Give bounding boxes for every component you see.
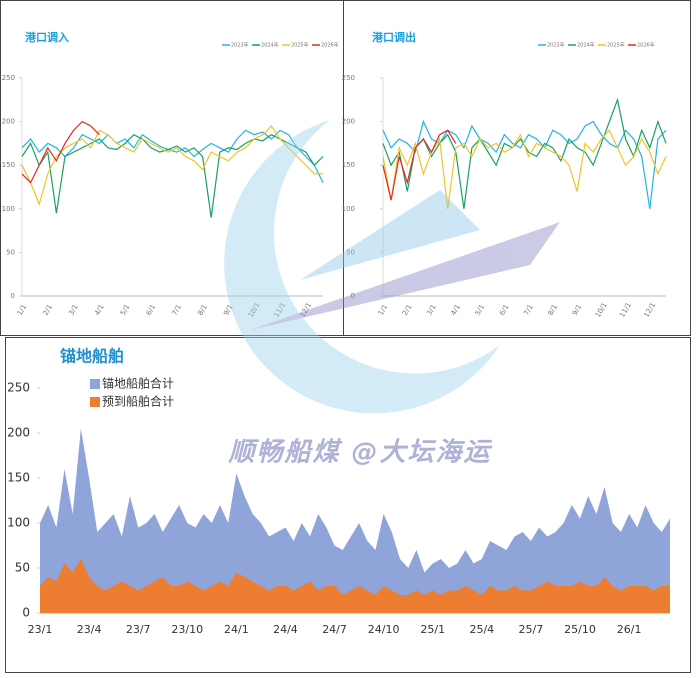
series-line xyxy=(382,129,457,201)
x-tick-label: 24/10 xyxy=(368,623,400,636)
y-tick-label: 150 xyxy=(342,161,355,169)
x-tick-label: 10/1 xyxy=(594,301,609,319)
y-tick-label: 150 xyxy=(2,161,15,169)
legend-label: 2025年 xyxy=(291,42,309,49)
panel-frame xyxy=(343,0,691,336)
series-line xyxy=(382,129,667,209)
series-line xyxy=(21,120,100,184)
y-tick-label: 100 xyxy=(7,516,30,530)
x-tick-label: 9/1 xyxy=(571,303,584,317)
x-tick-label: 23/4 xyxy=(77,623,102,636)
x-tick-label: 3/1 xyxy=(67,303,80,317)
watermark-logo xyxy=(224,120,560,414)
x-tick-label: 26/1 xyxy=(617,623,642,636)
x-tick-label: 7/1 xyxy=(522,303,535,317)
x-tick-label: 2/1 xyxy=(42,303,55,317)
y-tick-label: 100 xyxy=(2,205,15,213)
chart-title: 港口调出 xyxy=(372,30,416,44)
y-tick-label: 250 xyxy=(342,74,355,82)
y-tick-label: 0 xyxy=(351,292,355,300)
y-tick-label: 0 xyxy=(11,292,15,300)
x-tick-label: 3/1 xyxy=(425,303,438,317)
x-tick-label: 6/1 xyxy=(498,303,511,317)
y-tick-label: 250 xyxy=(7,381,30,395)
legend-label: 2024年 xyxy=(577,42,595,49)
series-line xyxy=(382,119,667,209)
chart-title: 锚地船舶 xyxy=(60,347,124,366)
x-tick-label: 24/4 xyxy=(273,623,298,636)
series-line xyxy=(382,97,667,209)
x-tick-label: 8/1 xyxy=(547,303,560,317)
x-tick-label: 23/7 xyxy=(126,623,151,636)
chart-title: 港口调入 xyxy=(25,30,69,44)
series-line xyxy=(21,133,324,218)
series-line xyxy=(21,125,323,207)
x-tick-label: 1/1 xyxy=(377,303,390,317)
x-tick-label: 24/1 xyxy=(224,623,249,636)
x-tick-label: 12/1 xyxy=(642,301,657,319)
panel-frame xyxy=(0,0,344,336)
charts: 港口调入 0 50 100 150 200 250 1/1 2/1 3/1 4/1 5/1 6/1 7/1… xyxy=(2,30,670,636)
legend-swatch xyxy=(90,397,100,407)
x-tick-label: 11/1 xyxy=(618,301,633,319)
series-line xyxy=(21,129,324,183)
x-tick-label: 4/1 xyxy=(449,303,462,317)
x-tick-label: 24/7 xyxy=(322,623,347,636)
y-tick-label: 150 xyxy=(7,471,30,485)
legend-swatch xyxy=(90,379,100,389)
x-tick-label: 8/1 xyxy=(196,303,209,317)
x-tick-label: 23/1 xyxy=(28,623,53,636)
x-tick-label: 25/10 xyxy=(564,623,596,636)
x-tick-label: 2/1 xyxy=(401,303,414,317)
series-area xyxy=(40,428,670,613)
x-tick-label: 5/1 xyxy=(119,303,132,317)
y-tick-label: 200 xyxy=(342,118,355,126)
x-tick-label: 6/1 xyxy=(145,303,158,317)
x-tick-label: 25/4 xyxy=(469,623,494,636)
x-tick-label: 25/1 xyxy=(420,623,445,636)
x-tick-label: 25/7 xyxy=(519,623,544,636)
x-tick-label: 7/1 xyxy=(171,303,184,317)
legend-label: 锚地船舶合计 xyxy=(102,376,174,391)
legend-label: 2023年 xyxy=(231,42,249,49)
legend-label: 2025年 xyxy=(607,42,625,49)
legend-label: 预到船舶合计 xyxy=(102,394,174,409)
series-area xyxy=(40,559,670,613)
y-tick-label: 250 xyxy=(2,74,15,82)
legend-label: 2026年 xyxy=(321,42,339,49)
y-tick-label: 100 xyxy=(342,205,355,213)
y-tick-label: 200 xyxy=(2,118,15,126)
y-tick-label: 50 xyxy=(15,561,30,575)
legend-label: 2024年 xyxy=(261,42,279,49)
legend-label: 2026年 xyxy=(637,42,655,49)
x-tick-label: 5/1 xyxy=(474,303,487,317)
y-tick-label: 50 xyxy=(346,248,355,256)
y-tick-label: 0 xyxy=(22,606,30,620)
panel-frame xyxy=(5,337,691,673)
x-tick-label: 1/1 xyxy=(16,303,29,317)
legend-label: 2023年 xyxy=(547,42,565,49)
y-tick-label: 50 xyxy=(6,248,15,256)
y-tick-label: 200 xyxy=(7,426,30,440)
x-tick-label: 23/10 xyxy=(171,623,203,636)
watermark-text: 顺畅船煤 @大坛海运 xyxy=(227,438,492,468)
x-tick-label: 4/1 xyxy=(93,303,106,317)
